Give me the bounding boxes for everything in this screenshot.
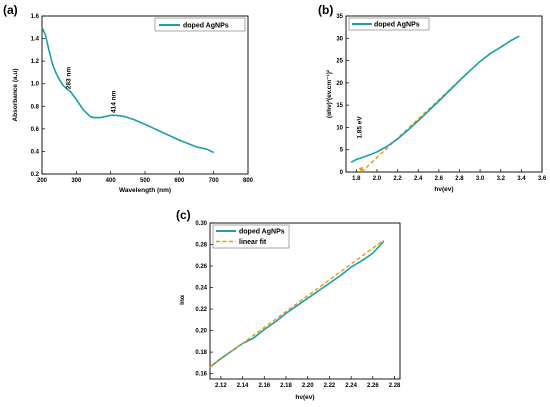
panel-c-y-tick-label: 0.24 [195,286,207,292]
panel-a-y-tick-label: 0.8 [31,104,40,110]
panel-b-y-tick-label: 10 [336,125,343,131]
panel-b-y-tick-label: 15 [336,103,343,109]
panel-a-y-tick-label: 1.0 [31,82,40,88]
panel-a-series: 283 nm 414 nm [41,26,215,154]
panel-a-x-tick-label: 500 [140,178,151,184]
panel-a-x-axis-label: Wavelength (nm) [119,187,171,194]
panel-a-x-tick-label: 700 [209,178,220,184]
panel-c-legend-label-fit: linear fit [239,239,267,246]
panel-b-y-tick-label: 30 [336,36,343,42]
panel-b-y-tick-label: 5 [340,148,344,154]
panel-a-y-tick-label: 0.6 [31,127,40,133]
panel-c-x-tick-label: 2.28 [389,383,401,389]
panel-a-x-tick-label: 800 [243,178,254,184]
panel-b-x-tick-label: 3.2 [497,176,506,182]
panel-c-series [209,239,385,368]
panel-b-y-tick-label: 35 [336,14,343,20]
panel-c-y-tick-label: 0.18 [195,350,207,356]
panel-c-x-tick-label: 2.18 [280,383,292,389]
panel-b-x-tick-label: 2.2 [393,176,402,182]
panel-c-x-tick-label: 2.14 [237,383,249,389]
panel-b-intercept-arrow [358,167,364,172]
panel-b-x-tick-label: 3.6 [538,176,547,182]
panel-c-linear-fit-line [209,239,385,368]
panel-b-y-axis-label: (αhν)²(ev.cm⁻¹)² [326,69,333,118]
panel-c-y-tick-label: 0.20 [195,329,207,335]
panel-c-x-tick-label: 2.24 [345,383,357,389]
panel-c-x-tick-label: 2.22 [324,383,336,389]
panel-a-legend-label: doped AgNPs [183,23,229,30]
panel-a-letter: (a) [3,3,18,17]
panel-a: (a) 200 300 400 500 600 700 800 0.2 0.4 0.6 0.8 1.0… [3,3,254,194]
panel-a-y-axis-label: Absorbance (a.u) [12,68,19,121]
panel-c-x-tick-label: 2.26 [367,383,379,389]
panel-c-x-tick-label: 2.16 [258,383,270,389]
panel-c-x-axis-label: hν(ev) [295,394,314,401]
panel-b-ticks: 1.8 2.0 2.2 2.4 2.6 2.8 3.0 3.2 3.4 3.6 0 5 10 15 20 25… [336,14,547,182]
panel-b-x-tick-label: 3.0 [476,176,485,182]
panel-a-x-tick-label: 600 [174,178,185,184]
panel-b-y-tick-label: 20 [336,81,343,87]
panel-c-x-tick-label: 2.12 [215,383,227,389]
panel-b-series-line [350,35,520,163]
panel-b-series: 1.85 eV [350,35,520,173]
panel-c-plot-frame [209,222,401,380]
panel-b-legend-box [348,17,430,31]
panel-c: (c) 2.12 2.14 2.16 2.18 2.20 2.22 2.24 2.26 2.28… [176,208,401,401]
panel-c-x-tick-label: 2.20 [302,383,314,389]
panel-b-x-tick-label: 1.8 [352,176,361,182]
panel-b-x-tick-label: 2.6 [435,176,444,182]
panel-c-legend-label-data: doped AgNPs [239,229,285,236]
panel-a-y-tick-label: 0.2 [31,172,40,178]
panel-b-plot-frame [345,15,543,173]
panel-c-ticks: 2.12 2.14 2.16 2.18 2.20 2.22 2.24 2.26 2.28 0.16… [195,221,401,389]
panel-b-x-tick-label: 2.8 [455,176,464,182]
panel-c-y-tick-label: 0.28 [195,243,207,249]
panel-c-y-tick-label: 0.26 [195,264,207,270]
panel-a-x-tick-label: 400 [106,178,117,184]
panel-a-y-tick-label: 1.4 [31,37,40,43]
panel-b-x-axis-label: hν(ev) [434,186,453,193]
panel-a-annotation: 414 nm [110,90,117,113]
panel-a-series-line [41,26,215,154]
panel-b-letter: (b) [318,3,333,17]
panel-c-letter: (c) [176,208,191,222]
panel-b-y-tick-label: 25 [336,59,343,65]
panel-c-y-axis-label: lnα [179,295,186,305]
panel-a-x-tick-label: 300 [71,178,82,184]
panel-a-y-tick-label: 0.4 [31,149,40,155]
panel-b-x-tick-label: 2.4 [414,176,423,182]
panel-a-ticks: 200 300 400 500 600 700 800 0.2 0.4 0.6 0.8 1.0 1.2 1… [31,14,254,184]
panel-a-y-tick-label: 1.2 [31,59,40,65]
panel-b-annotation: 1.85 eV [356,116,363,139]
panel-a-y-tick-label: 1.6 [31,14,40,20]
panel-b: (b) 1.8 2.0 2.2 2.4 2.6 2.8 3.0 3.2 3.4 3.6 0 5 10 15… [318,3,547,193]
panel-c-y-tick-label: 0.16 [195,372,207,378]
panel-c-y-tick-label: 0.22 [195,307,207,313]
panel-b-y-tick-label: 0 [340,170,344,176]
panel-c-y-tick-label: 0.30 [195,221,207,227]
panel-b-x-tick-label: 3.4 [517,176,526,182]
panel-a-legend-box [154,17,246,32]
panel-b-legend-label: doped AgNPs [374,22,420,29]
panel-b-x-tick-label: 2.0 [373,176,382,182]
panel-a-x-tick-label: 200 [37,178,48,184]
panel-a-annotation: 283 nm [65,67,72,90]
